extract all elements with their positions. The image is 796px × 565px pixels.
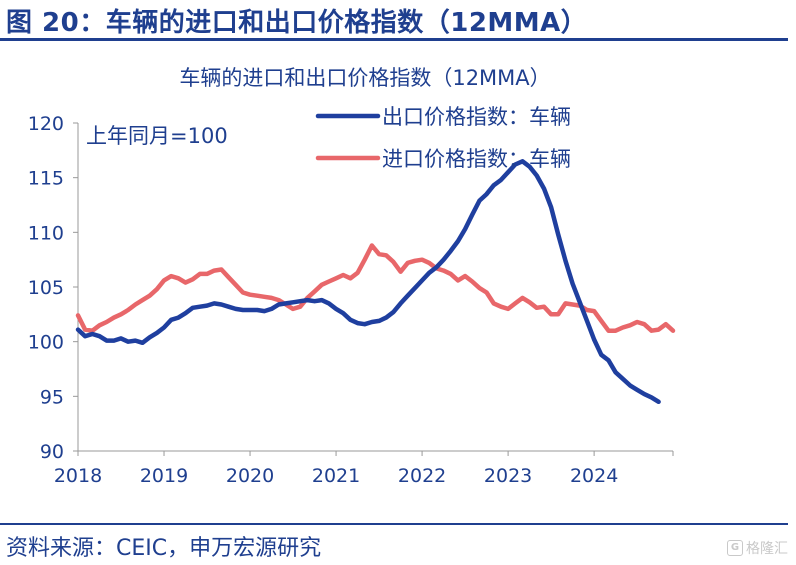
watermark: G 格隆汇: [727, 538, 788, 558]
title-divider: [0, 38, 788, 41]
x-tick-label: 2021: [312, 465, 360, 487]
chart-title: 车辆的进口和出口价格指数（12MMA）: [179, 66, 550, 90]
x-tick-label: 2023: [484, 465, 532, 487]
watermark-logo-icon: G: [727, 540, 743, 556]
series-group: [75, 159, 676, 405]
legend-label-export: 出口价格指数：车辆: [382, 105, 571, 129]
source-note: 资料来源：CEIC，申万宏源研究: [6, 536, 322, 561]
y-tick-label: 120: [28, 113, 64, 135]
x-tick-label: 2018: [54, 465, 102, 487]
line-chart: 车辆的进口和出口价格指数（12MMA） 上年同月=100 90 95 100 105 1…: [28, 66, 676, 487]
chart-annotation: 上年同月=100: [86, 124, 228, 148]
y-tick-label: 100: [28, 332, 64, 354]
chart-area: 车辆的进口和出口价格指数（12MMA） 上年同月=100 90 95 100 105 1…: [0, 45, 796, 525]
source-divider: [0, 523, 788, 525]
y-tick-label: 105: [28, 277, 64, 299]
figure-title: 图 20：车辆的进口和出口价格指数（12MMA）: [6, 8, 588, 38]
import-price-line: [75, 243, 676, 333]
y-tick-label: 115: [28, 168, 64, 190]
y-tick-label: 95: [40, 386, 64, 408]
legend-label-import: 进口价格指数：车辆: [382, 147, 571, 171]
export-price-line: [75, 159, 661, 405]
x-tick-label: 2024: [570, 465, 618, 487]
x-tick-label: 2020: [226, 465, 274, 487]
y-tick-label: 90: [40, 441, 64, 463]
x-tick-label: 2019: [140, 465, 188, 487]
x-tick-label: 2022: [398, 465, 446, 487]
watermark-text: 格隆汇: [746, 541, 788, 557]
axes-group: 90 95 100 105 110 115 120 2018 2019 2020 2021 2022 2…: [28, 113, 674, 487]
y-tick-label: 110: [28, 222, 64, 244]
